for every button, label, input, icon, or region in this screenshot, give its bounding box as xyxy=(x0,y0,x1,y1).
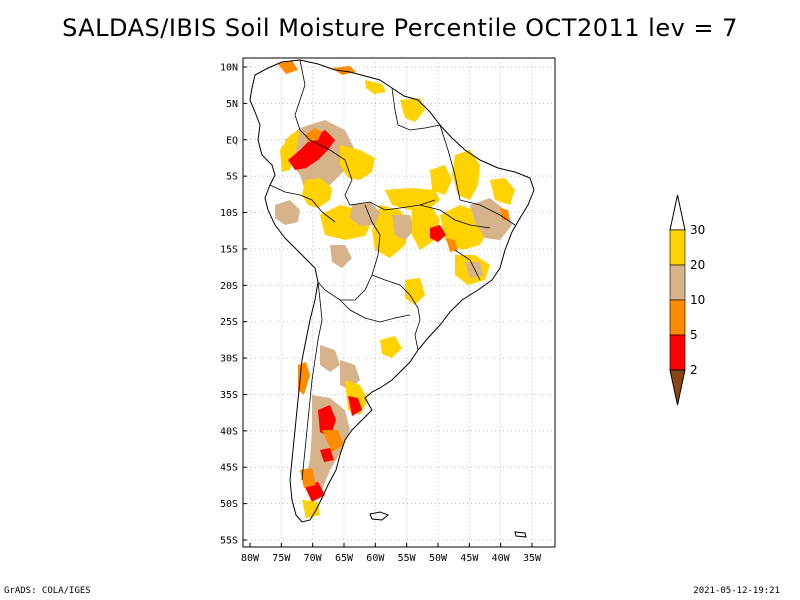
lon-tick-label: 40W xyxy=(492,553,511,564)
country-border xyxy=(301,281,323,481)
lon-tick-label: 55W xyxy=(398,553,417,564)
shade-patch-tan xyxy=(350,202,380,226)
continent-outline xyxy=(249,59,535,523)
shade-patch-tan xyxy=(330,245,352,268)
shade-patch-orange xyxy=(322,430,344,452)
shade-patch-yellow xyxy=(490,178,515,205)
country-border xyxy=(371,274,421,351)
lon-tick-label: 60W xyxy=(366,553,385,564)
colorbar-label-5: 5 xyxy=(690,328,698,342)
colorbar-segment-5-10 xyxy=(669,299,686,336)
shade-patch-red xyxy=(304,482,325,502)
percentile-shading xyxy=(275,60,515,518)
shade-patch-orange xyxy=(332,66,356,75)
country-border xyxy=(454,249,481,281)
lat-tick-label: 15S xyxy=(220,244,238,255)
colorbar-label-2: 2 xyxy=(690,363,698,377)
shade-patch-yellow xyxy=(400,98,425,122)
lon-tick-label: 75W xyxy=(272,553,291,564)
lat-tick-label: 35S xyxy=(220,390,238,401)
shade-patch-tan xyxy=(340,360,360,390)
colorbar-label-10: 10 xyxy=(690,293,705,307)
shade-patch-yellow xyxy=(365,80,386,94)
colorbar-segment-10-20 xyxy=(669,264,686,301)
country-border xyxy=(459,199,516,226)
island xyxy=(514,531,527,538)
shade-patch-tan xyxy=(465,262,483,278)
lon-tick-label: 45W xyxy=(460,553,479,564)
shade-patch-yellow xyxy=(302,500,320,518)
colorbar-segment-20-30 xyxy=(669,229,686,266)
shade-patch-red xyxy=(430,225,446,242)
country-border xyxy=(391,87,441,131)
longitude-axis: 80W 75W 70W 65W 60W 55W 50W 45W 40W 35W xyxy=(241,543,542,564)
lon-tick-label: 70W xyxy=(304,553,323,564)
shade-patch-orange xyxy=(300,468,316,488)
country-border xyxy=(339,299,411,323)
latitude-axis: 10N 5N EQ 5S 10S 15S 20S 25S 30S 35S 40S 45S 50S 55S xyxy=(220,63,247,547)
shade-patch-yellow xyxy=(452,150,480,200)
lon-tick-label: 65W xyxy=(335,553,354,564)
lat-tick-label: 30S xyxy=(220,354,238,365)
lat-tick-label: 20S xyxy=(220,281,238,292)
footer-credit: GrADS: COLA/IGES xyxy=(4,586,91,596)
shade-patch-red xyxy=(318,405,336,438)
colorbar-segment-2-5 xyxy=(669,334,686,371)
shade-patch-tan xyxy=(305,395,350,500)
page-title: SALDAS/IBIS Soil Moisture Percentile OCT… xyxy=(62,14,738,42)
colorbar: 30 20 10 5 2 xyxy=(669,194,705,406)
shade-patch-red xyxy=(288,130,335,170)
colorbar-above-triangle xyxy=(669,194,686,231)
country-border xyxy=(439,124,461,201)
country-border xyxy=(419,204,491,229)
colorbar-label-30: 30 xyxy=(690,223,705,237)
country-border xyxy=(317,204,381,301)
lat-tick-label: EQ xyxy=(226,135,238,146)
shade-patch-yellow xyxy=(302,178,332,208)
lat-tick-label: 5S xyxy=(226,172,238,183)
shade-patch-yellow xyxy=(280,130,300,172)
shade-patch-orange xyxy=(278,60,298,74)
coastlines xyxy=(249,59,535,538)
plot-frame xyxy=(242,57,556,548)
shade-patch-tan xyxy=(275,200,300,225)
shade-patch-tan xyxy=(392,215,415,240)
lat-tick-label: 5N xyxy=(226,99,238,110)
falkland-islands xyxy=(369,511,389,521)
shade-patch-red xyxy=(320,448,334,462)
lat-tick-label: 10S xyxy=(220,208,238,219)
shade-patch-yellow xyxy=(430,165,452,195)
shade-patch-yellow xyxy=(405,278,425,305)
shade-patch-tan xyxy=(320,345,340,372)
lon-tick-label: 80W xyxy=(241,553,260,564)
lat-tick-label: 25S xyxy=(220,317,238,328)
lon-tick-label: 35W xyxy=(523,553,542,564)
lat-tick-label: 45S xyxy=(220,463,238,474)
shade-patch-orange xyxy=(446,238,458,252)
country-border xyxy=(269,184,336,223)
lat-tick-label: 40S xyxy=(220,426,238,437)
shade-patch-red xyxy=(348,396,362,416)
colorbar-below-triangle xyxy=(669,369,686,406)
colorbar-label-20: 20 xyxy=(690,258,705,272)
footer-timestamp: 2021-05-12-19:21 xyxy=(693,586,780,596)
lat-tick-label: 55S xyxy=(220,536,238,547)
lon-tick-label: 50W xyxy=(429,553,448,564)
shade-patch-yellow xyxy=(380,336,402,358)
lat-tick-label: 10N xyxy=(220,63,238,74)
shade-patch-orange xyxy=(305,128,322,142)
lat-tick-label: 50S xyxy=(220,499,238,510)
country-border xyxy=(294,59,436,211)
